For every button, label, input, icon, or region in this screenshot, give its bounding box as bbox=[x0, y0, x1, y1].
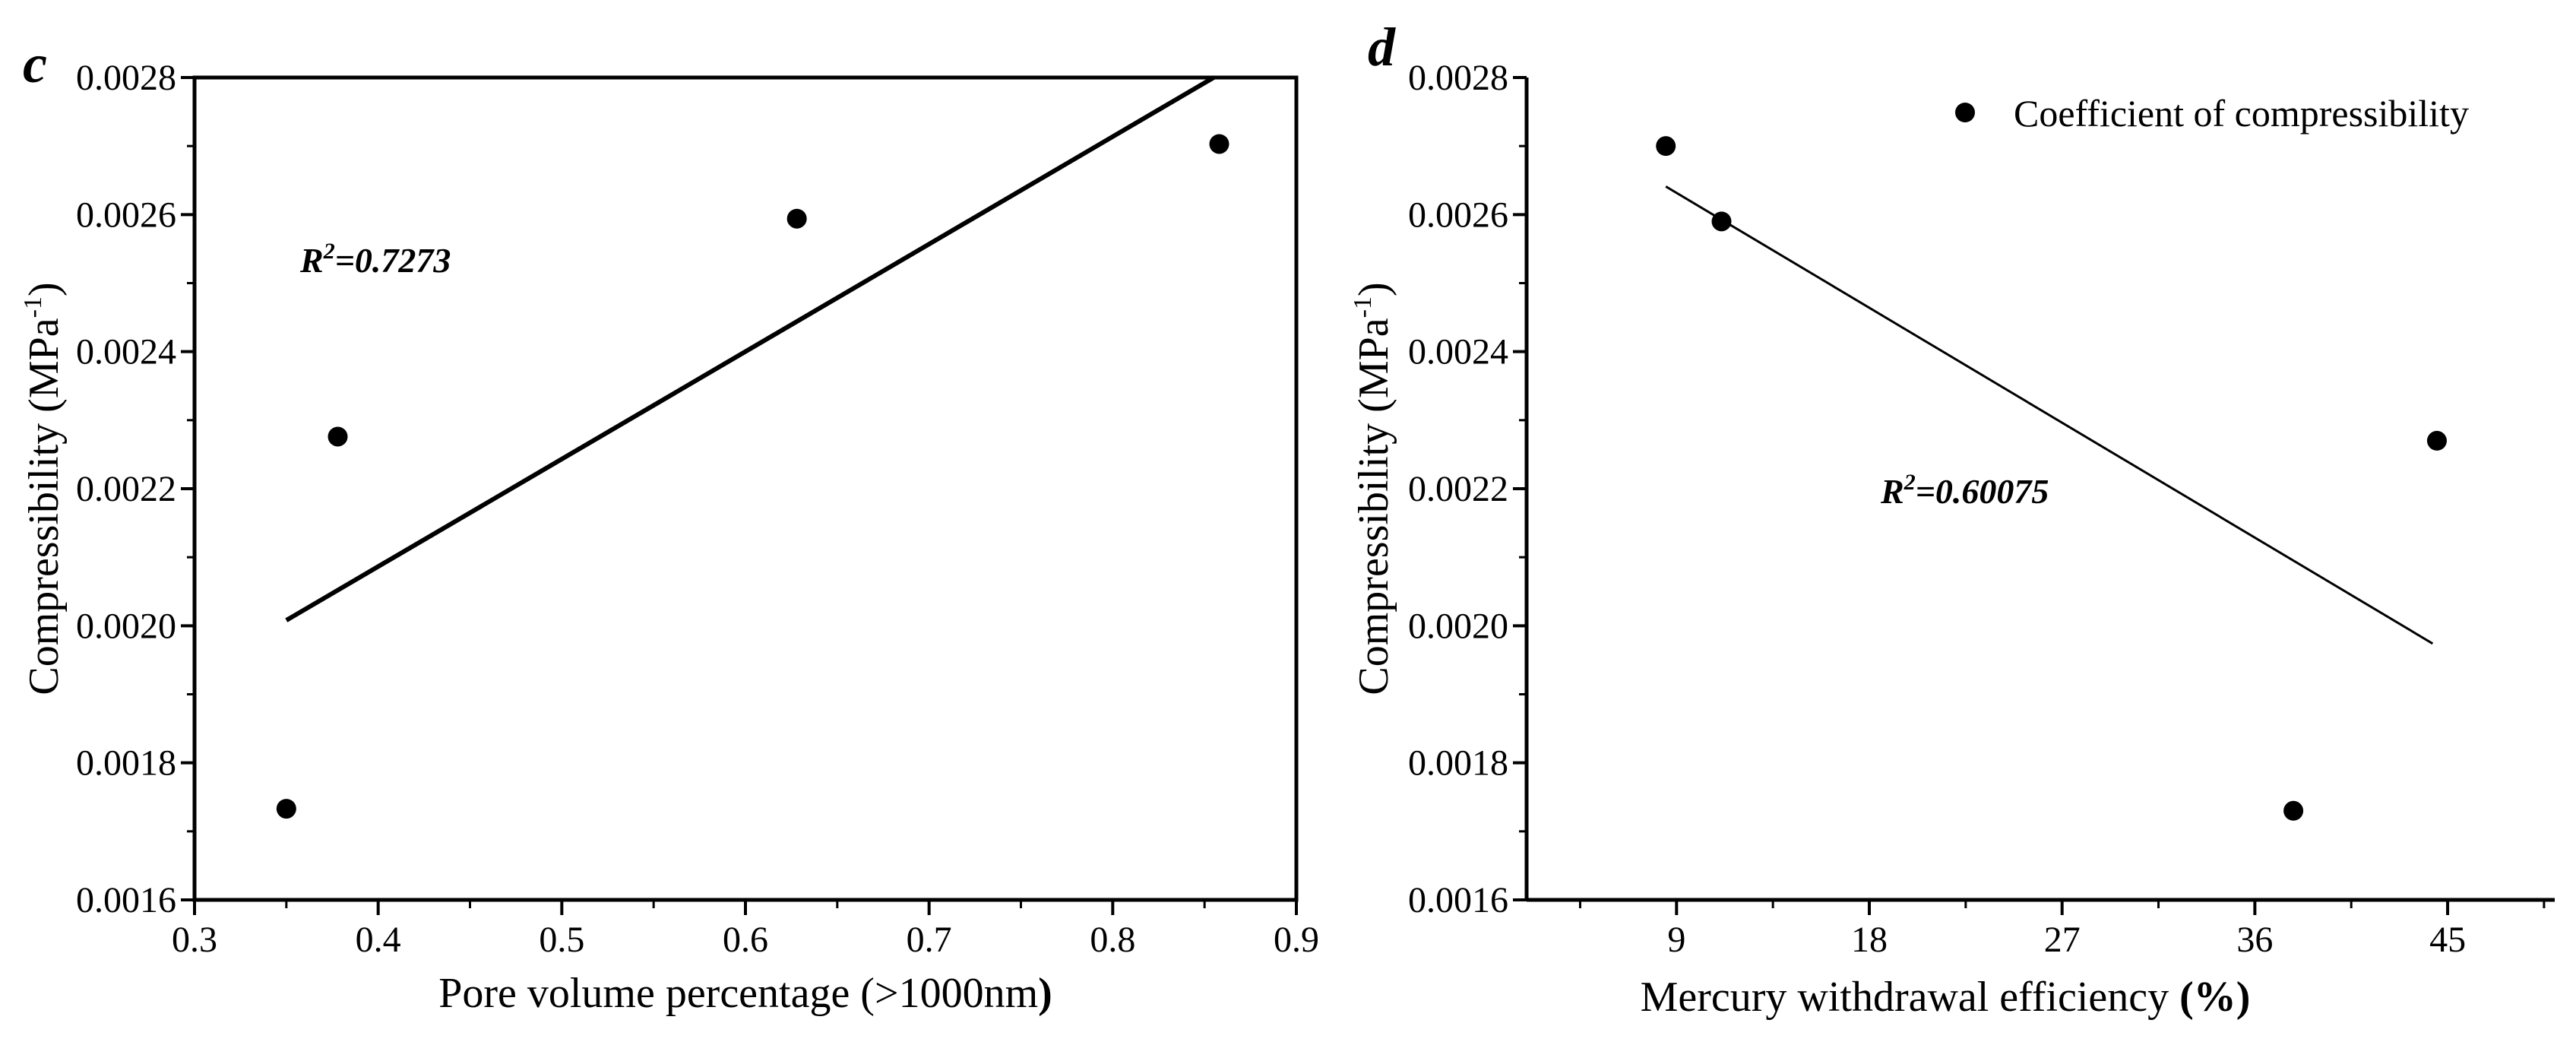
x-tick-label: 0.8 bbox=[1090, 920, 1135, 960]
panel-d-x-axis-title: Mercury withdrawal efficiency (%) bbox=[1641, 974, 2251, 1021]
y-tick-label: 0.0016 bbox=[76, 880, 176, 920]
panel-c-label: c bbox=[23, 33, 47, 94]
x-tick-label: 0.4 bbox=[356, 920, 401, 960]
y-tick-label: 0.0020 bbox=[76, 606, 176, 646]
y-tick-label: 0.0026 bbox=[1408, 195, 1508, 235]
data-point bbox=[1656, 136, 1676, 157]
y-tick-label: 0.0018 bbox=[1408, 743, 1508, 784]
x-tick-label: 9 bbox=[1667, 920, 1685, 960]
data-point bbox=[1209, 134, 1229, 154]
legend-label: Coefficient of compressibility bbox=[2014, 92, 2469, 135]
panel-c: c 0.00160.00180.00200.00220.00240.00260.… bbox=[19, 33, 1319, 1017]
x-tick-label: 18 bbox=[1851, 920, 1888, 960]
panel-d-y-axis-title: Compressibility (MPa-1) bbox=[1349, 282, 1397, 695]
x-tick-label: 45 bbox=[2429, 920, 2466, 960]
panel-c-y-axis-title: Compressibility (MPa-1) bbox=[19, 282, 68, 695]
panel-d-x-ticks: 9 18 27 36 45 bbox=[1578, 900, 2546, 960]
panel-c-plot-frame bbox=[192, 75, 1299, 902]
x-tick-label: 0.6 bbox=[723, 920, 768, 960]
x-tick-label: 0.5 bbox=[539, 920, 584, 960]
y-tick-label: 0.0022 bbox=[76, 469, 176, 509]
panel-c-x-axis-title: Pore volume percentage (>1000nm) bbox=[438, 970, 1052, 1017]
panel-d-r2-annotation: R2=0.60075 bbox=[1880, 470, 2049, 511]
panel-d-label: d bbox=[1368, 17, 1396, 78]
y-tick-label: 0.0026 bbox=[76, 195, 176, 235]
data-point bbox=[2283, 800, 2304, 821]
legend-marker bbox=[1955, 103, 1975, 122]
y-tick-label: 0.0024 bbox=[76, 332, 176, 372]
panel-c-points bbox=[276, 134, 1229, 819]
panel-d: d 0.00160.00180.00200.00220.00240.00260.… bbox=[1349, 17, 2555, 1021]
panel-c-y-ticks: 0.0016 0.0018 0.0020 0.0022 0.0024 0.0026 0.00… bbox=[76, 58, 195, 920]
y-tick-label: 0.0018 bbox=[76, 743, 176, 784]
panel-c-fit-line bbox=[285, 75, 1215, 622]
y-tick-label: 0.0016 bbox=[1408, 880, 1508, 920]
y-tick-label: 0.0028 bbox=[76, 58, 176, 98]
x-tick-label: 0.9 bbox=[1274, 920, 1319, 960]
panel-c-r2-annotation: R2=0.7273 bbox=[299, 239, 451, 280]
x-tick-label: 0.7 bbox=[907, 920, 952, 960]
panel-d-legend: Coefficient of compressibility bbox=[1955, 92, 2469, 135]
data-point bbox=[1711, 211, 1732, 232]
data-point bbox=[276, 799, 296, 819]
y-tick-label: 0.0020 bbox=[1408, 606, 1508, 646]
x-tick-label: 36 bbox=[2236, 920, 2273, 960]
data-point bbox=[328, 426, 348, 447]
data-point bbox=[786, 208, 807, 229]
panel-d-y-ticks: 0.0016 0.0018 0.0020 0.0022 0.0024 0.0026 0.00… bbox=[1408, 58, 1527, 920]
y-tick-label: 0.0024 bbox=[1408, 332, 1508, 372]
y-tick-label: 0.0022 bbox=[1408, 469, 1508, 509]
panel-d-points bbox=[1656, 136, 2447, 821]
x-tick-label: 0.3 bbox=[172, 920, 217, 960]
y-tick-label: 0.0028 bbox=[1408, 58, 1508, 98]
data-point bbox=[2426, 430, 2447, 451]
panel-d-fit-line bbox=[1665, 185, 2434, 645]
x-tick-label: 27 bbox=[2044, 920, 2081, 960]
panel-c-x-ticks: 0.3 0.4 0.5 0.6 0.7 0.8 0.9 bbox=[172, 900, 1319, 960]
